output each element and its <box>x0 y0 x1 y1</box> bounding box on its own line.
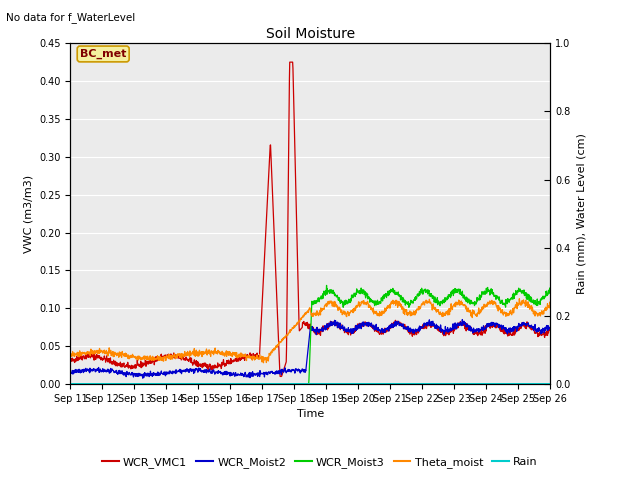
X-axis label: Time: Time <box>297 409 324 419</box>
Y-axis label: Rain (mm), Water Level (cm): Rain (mm), Water Level (cm) <box>576 133 586 294</box>
Legend: WCR_VMC1, WCR_Moist2, WCR_Moist3, Theta_moist, Rain: WCR_VMC1, WCR_Moist2, WCR_Moist3, Theta_… <box>97 452 543 472</box>
Text: BC_met: BC_met <box>80 49 126 59</box>
Text: No data for f_WaterLevel: No data for f_WaterLevel <box>6 12 136 23</box>
Title: Soil Moisture: Soil Moisture <box>266 27 355 41</box>
Y-axis label: VWC (m3/m3): VWC (m3/m3) <box>24 175 33 252</box>
